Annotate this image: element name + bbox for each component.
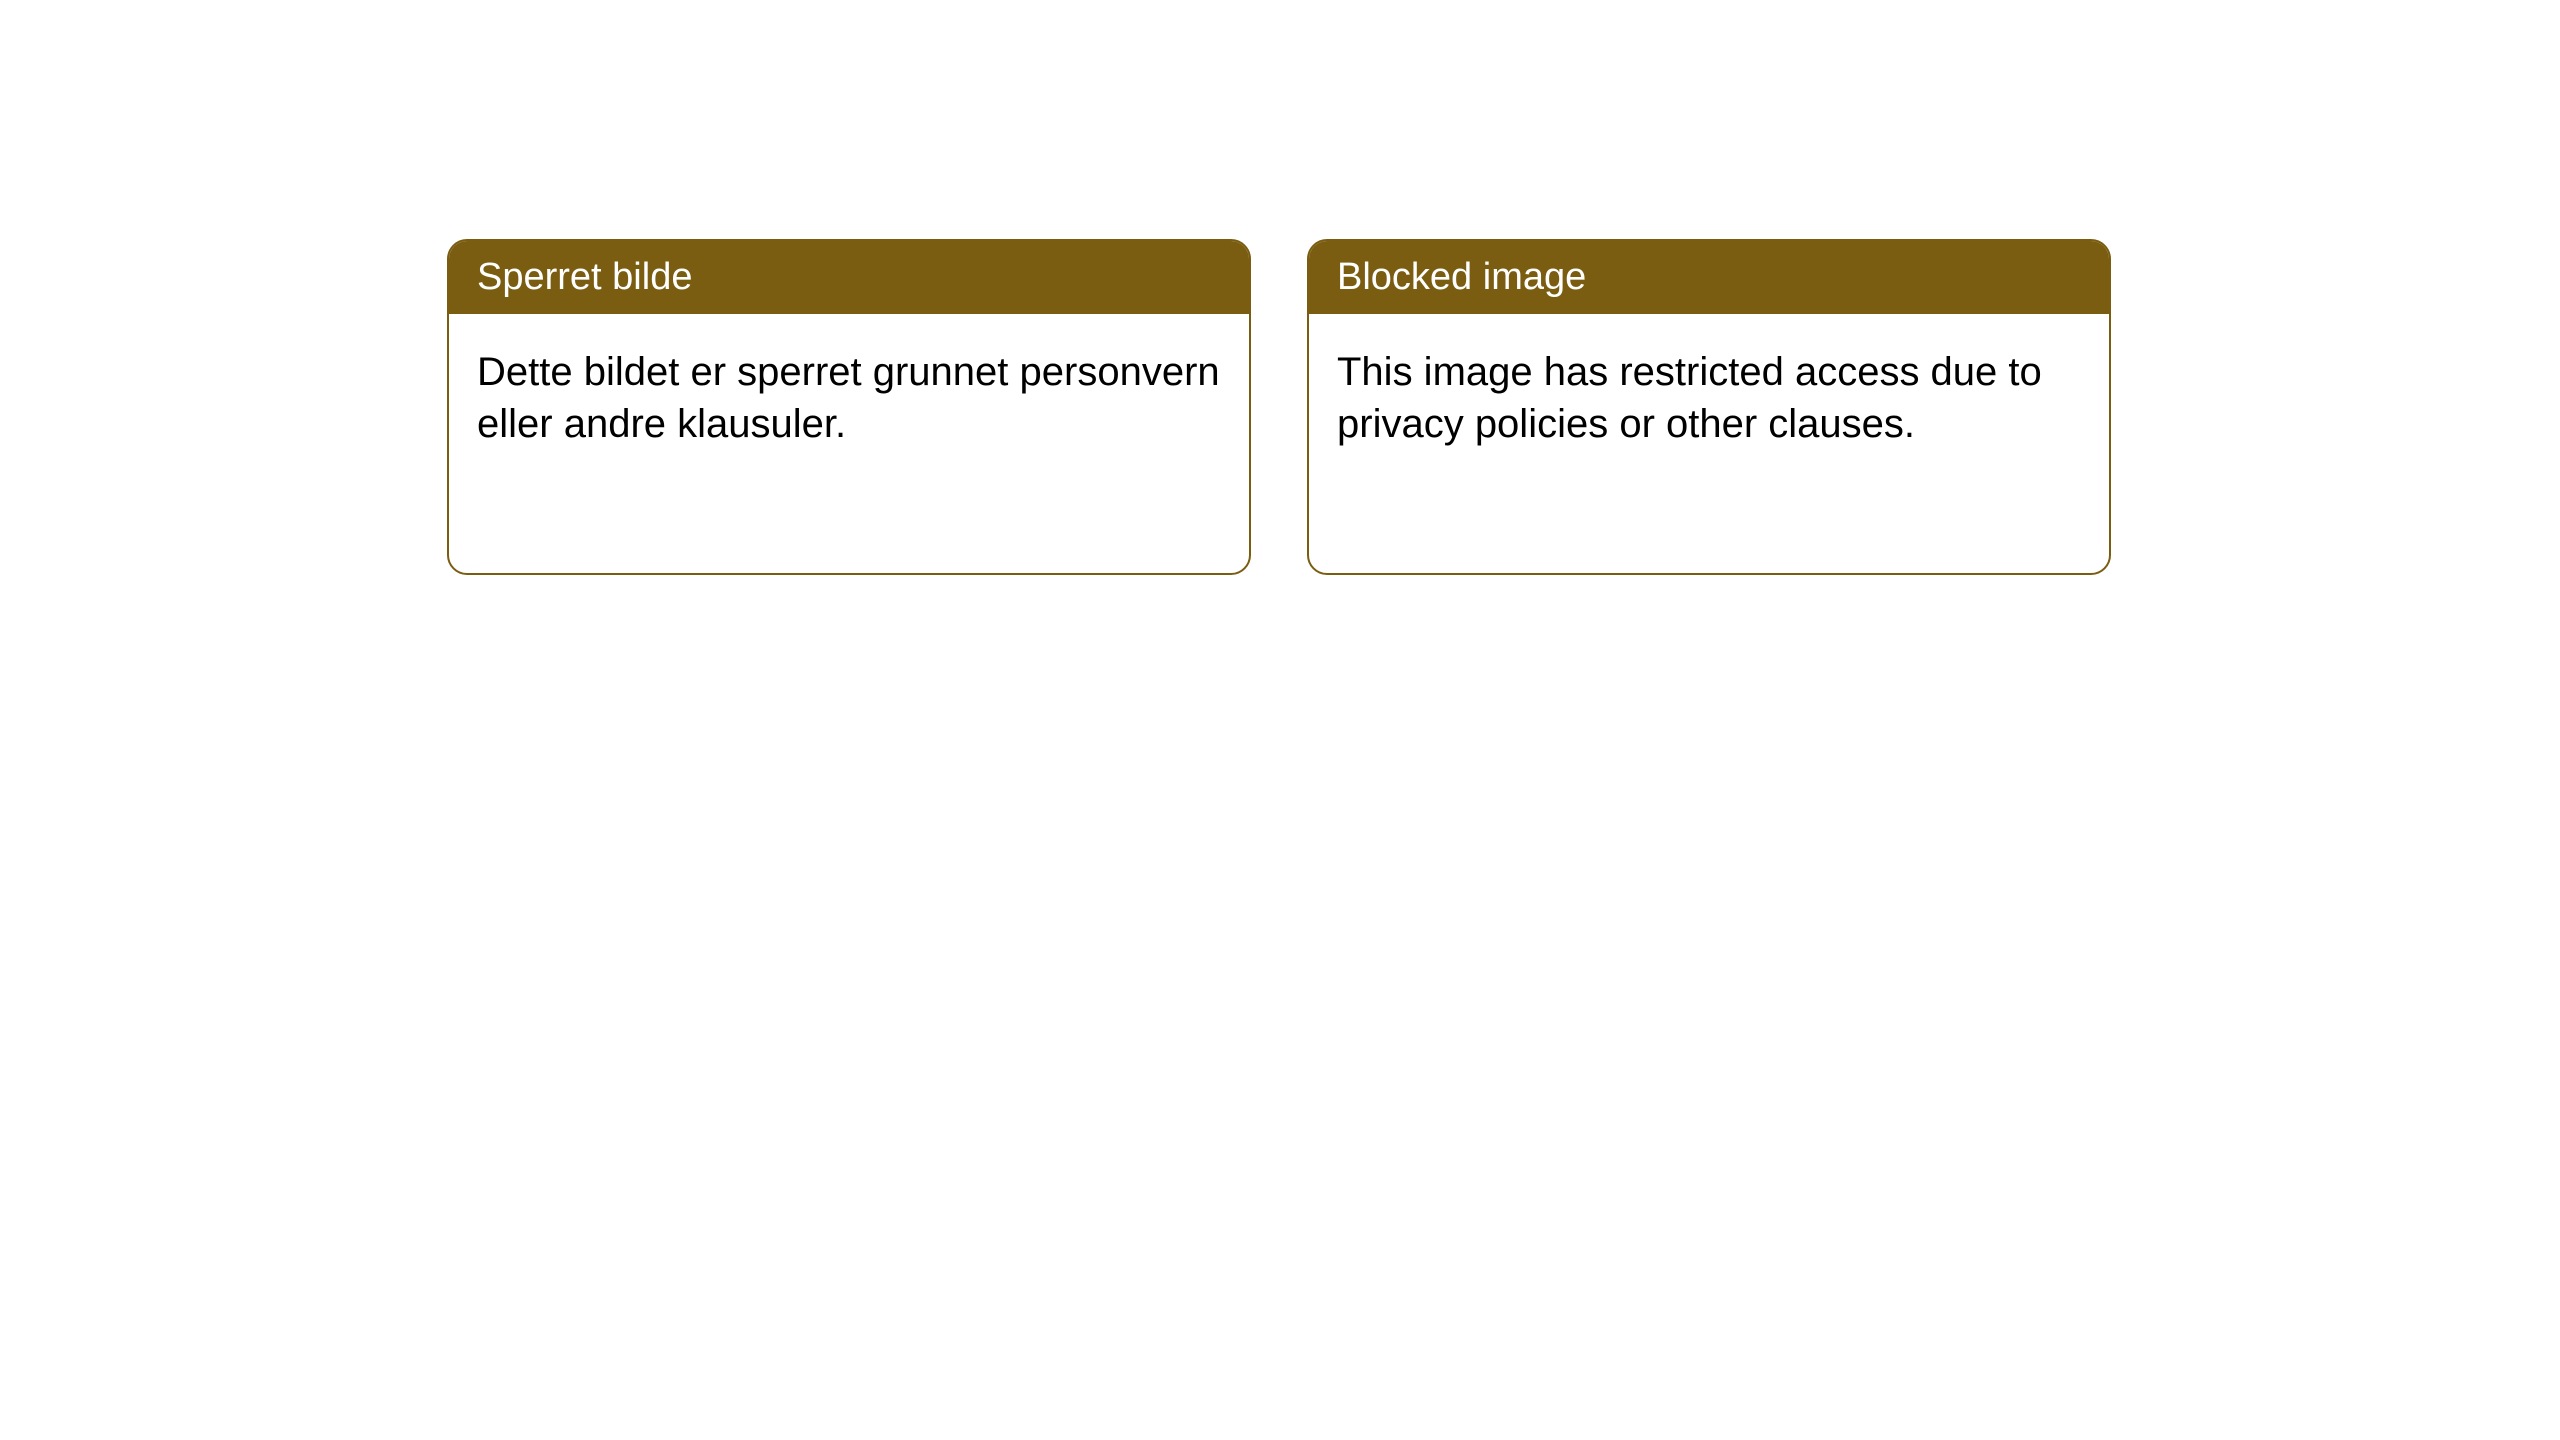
notice-body-norwegian: Dette bildet er sperret grunnet personve… — [449, 314, 1249, 482]
notice-card-norwegian: Sperret bilde Dette bildet er sperret gr… — [447, 239, 1251, 575]
notice-container: Sperret bilde Dette bildet er sperret gr… — [447, 239, 2111, 575]
notice-card-english: Blocked image This image has restricted … — [1307, 239, 2111, 575]
notice-header-norwegian: Sperret bilde — [449, 241, 1249, 314]
notice-body-english: This image has restricted access due to … — [1309, 314, 2109, 482]
notice-header-english: Blocked image — [1309, 241, 2109, 314]
